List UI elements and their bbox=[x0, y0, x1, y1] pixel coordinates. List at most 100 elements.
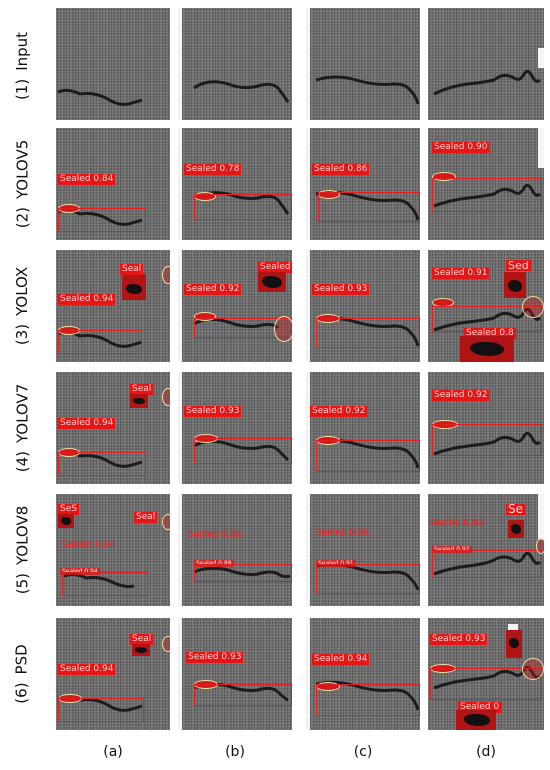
bounding-box bbox=[318, 192, 420, 222]
detected-patch bbox=[258, 272, 286, 292]
detection-label: Sealed 0.93 bbox=[186, 652, 244, 663]
detection-label: Sealed 0.90 bbox=[432, 142, 490, 153]
bounding-box bbox=[194, 684, 292, 706]
sealed-marker bbox=[162, 636, 170, 652]
image-cell-r3-a: Sealed 0.94 Seal bbox=[56, 250, 170, 362]
detection-label: Sealed 0.91 bbox=[432, 268, 490, 279]
crack-trace bbox=[193, 439, 290, 462]
crack-trace bbox=[193, 191, 290, 215]
column-label-d: (d) bbox=[476, 744, 496, 760]
bounding-box bbox=[62, 572, 148, 596]
image-cell-r5-b: Sealed 0.88 Sealed 0.88 bbox=[178, 494, 292, 606]
bounding-box bbox=[432, 424, 542, 456]
sealed-marker bbox=[162, 514, 170, 530]
detection-label: Sealed 0.93 bbox=[430, 518, 484, 528]
crack-trace bbox=[433, 431, 542, 456]
crack-trace bbox=[315, 190, 420, 221]
sealed-marker bbox=[162, 266, 170, 284]
detection-label: Sealed 0.93 bbox=[184, 406, 242, 417]
image-cell-r1-c bbox=[306, 8, 420, 120]
row-label-6: (6) PSD bbox=[13, 644, 31, 704]
detection-label: Sealed 0 bbox=[258, 262, 292, 273]
detection-label: Sealed 0.93 bbox=[312, 284, 370, 295]
detection-label: Se bbox=[506, 504, 525, 515]
bounding-box bbox=[316, 440, 420, 472]
image-cell-r6-d: Sealed 0.93 Sealed 0 bbox=[428, 618, 544, 730]
image-cell-r2-c: Sealed 0.86 bbox=[306, 128, 420, 240]
crack-trace bbox=[315, 75, 420, 105]
bounding-box bbox=[316, 564, 420, 594]
image-cell-r4-d: Sealed 0.92 bbox=[428, 372, 544, 484]
detected-patch bbox=[508, 520, 524, 538]
detection-label: Sealed 0.94 bbox=[312, 654, 370, 665]
sealed-marker bbox=[274, 316, 292, 342]
sealed-marker bbox=[522, 658, 544, 680]
sealed-marker bbox=[432, 172, 456, 181]
bounding-box bbox=[432, 178, 542, 212]
detected-patch bbox=[504, 272, 526, 298]
image-cell-r1-a bbox=[56, 8, 170, 120]
detection-label: Sealed 0.86 bbox=[312, 164, 370, 175]
detection-label: Sealed 0.92 bbox=[184, 284, 242, 295]
detection-label: Sealed 0.94 bbox=[60, 568, 100, 575]
detection-label: Seal bbox=[130, 634, 154, 645]
bounding-box bbox=[58, 208, 146, 232]
sealed-marker bbox=[536, 538, 544, 554]
detection-label: Sealed 0.94 bbox=[62, 540, 116, 550]
image-cell-r1-b bbox=[178, 8, 292, 120]
crack-trace bbox=[315, 316, 420, 347]
detection-label: Seal bbox=[130, 384, 154, 395]
detection-label: Sed bbox=[506, 260, 531, 271]
crack-trace bbox=[433, 69, 542, 96]
detected-patch bbox=[456, 710, 496, 730]
detection-label: SeS bbox=[58, 504, 79, 515]
detection-label: Sealed 0.94 bbox=[58, 418, 116, 429]
image-cell-r3-d: Sealed 0.91 Sed Sealed 0.8 bbox=[428, 250, 544, 362]
detection-label: Sealed 0.94 bbox=[58, 294, 116, 305]
sealed-marker bbox=[522, 296, 544, 318]
crack-trace bbox=[193, 566, 291, 579]
detected-patch bbox=[122, 274, 146, 300]
bounding-box bbox=[194, 438, 292, 464]
detection-label: Sealed 0.92 bbox=[432, 546, 472, 553]
detection-label: Sealed 0.92 bbox=[310, 406, 368, 417]
crack-trace bbox=[193, 80, 290, 103]
row-label-5: (5) YOLOV8 bbox=[13, 505, 32, 595]
detection-label: Sealed 0.78 bbox=[184, 164, 242, 175]
detection-label: Sealed 0.94 bbox=[58, 664, 116, 675]
detection-label: Seal bbox=[120, 264, 144, 275]
bounding-box bbox=[58, 698, 144, 722]
row-label-2: (2) YOLOV5 bbox=[13, 139, 32, 229]
detection-label: Sealed 0 bbox=[458, 702, 502, 713]
image-cell-r1-d bbox=[428, 8, 544, 120]
detection-label: Sealed 0.91 bbox=[316, 528, 370, 538]
detected-patch bbox=[506, 630, 522, 658]
crack-trace bbox=[433, 183, 542, 208]
detection-label: Sealed 0.84 bbox=[58, 174, 116, 185]
bounding-box bbox=[316, 318, 420, 348]
image-cell-r5-a: SeS Seal Sealed 0.94 Sealed 0.94 bbox=[56, 494, 170, 606]
column-label-a: (a) bbox=[103, 744, 123, 760]
image-cell-r5-d: Sealed 0.93 Sealed 0.92 Se bbox=[428, 494, 544, 606]
column-label-b: (b) bbox=[225, 744, 245, 760]
detection-label: Sealed 0.91 bbox=[316, 560, 356, 567]
bounding-box bbox=[430, 668, 542, 700]
image-cell-r4-b: Sealed 0.93 bbox=[178, 372, 292, 484]
bounding-box bbox=[316, 684, 420, 716]
crack-trace bbox=[315, 438, 420, 469]
image-cell-r2-b: Sealed 0.78 bbox=[178, 128, 292, 240]
image-cell-r2-a: Sealed 0.84 bbox=[56, 128, 170, 240]
bounding-box bbox=[58, 452, 146, 476]
detection-label: Sealed 0.88 bbox=[188, 530, 242, 540]
image-cell-r3-b: Sealed 0.92 Sealed 0 bbox=[178, 250, 292, 362]
detection-label: Seal bbox=[134, 512, 158, 523]
image-cell-r2-d: Sealed 0.90 bbox=[428, 128, 544, 240]
image-cell-r4-a: Sealed 0.94 Seal bbox=[56, 372, 170, 484]
sealed-marker bbox=[162, 388, 170, 406]
image-cell-r4-c: Sealed 0.92 bbox=[306, 372, 420, 484]
crack-trace bbox=[433, 551, 542, 576]
image-cell-r6-a: Sealed 0.94 Seal bbox=[56, 618, 170, 730]
image-cell-r5-c: Sealed 0.91 Sealed 0.91 bbox=[306, 494, 420, 606]
detection-label: Sealed 0.88 bbox=[194, 560, 234, 567]
crack-trace bbox=[193, 682, 289, 702]
